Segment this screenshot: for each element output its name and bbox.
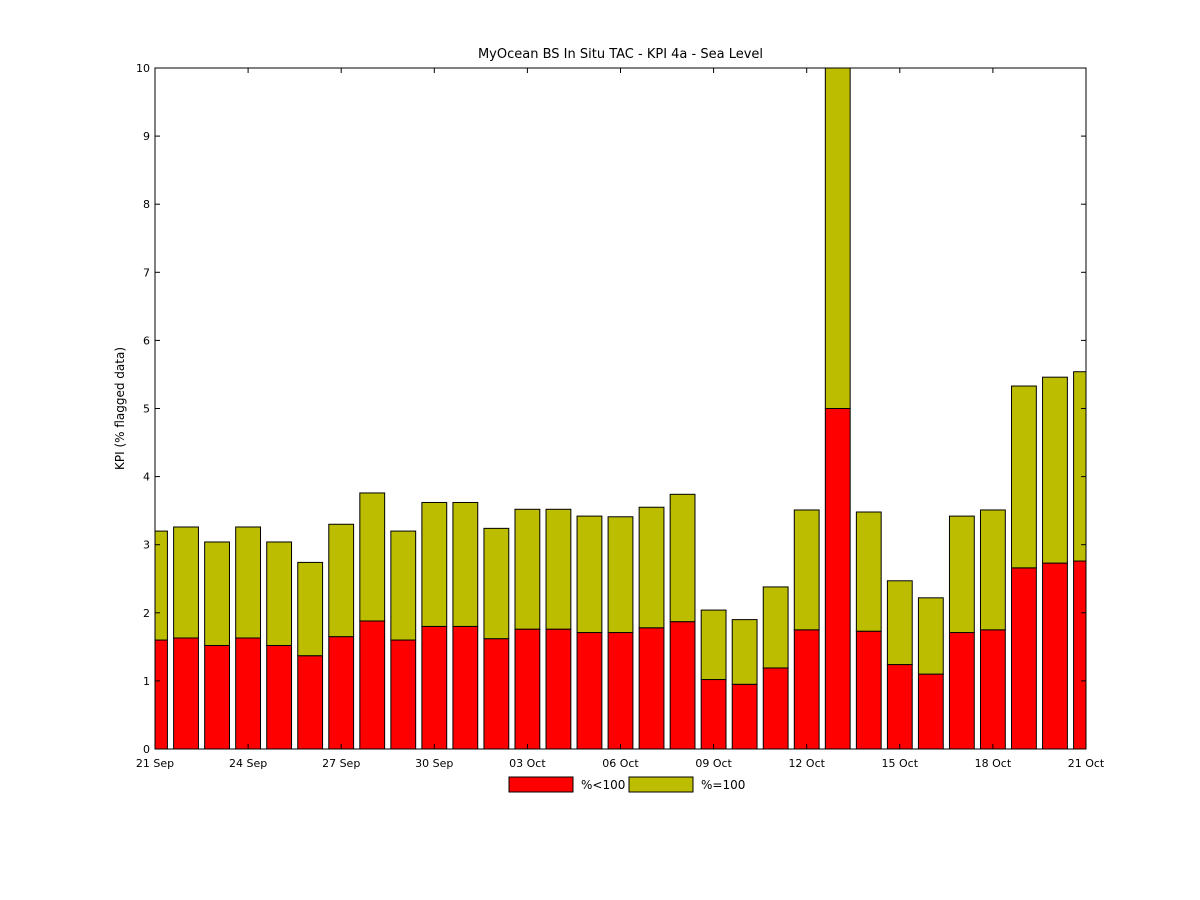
x-tick-label-9: 18 Oct	[975, 757, 1012, 770]
bar-eq100-16	[638, 506, 665, 629]
chart-title: MyOcean BS In Situ TAC - KPI 4a - Sea Le…	[478, 47, 763, 62]
x-tick-label-10: 21 Oct	[1068, 757, 1105, 770]
bar-lt100-0	[154, 639, 168, 750]
legend-swatch-0	[508, 776, 574, 793]
bar-eq100-5	[297, 561, 324, 657]
y-tick-label-2: 2	[143, 607, 150, 620]
bar-lt100-7	[359, 620, 386, 750]
bar-eq100-3	[235, 526, 262, 639]
bar-lt100-2	[204, 644, 230, 750]
bar-lt100-13	[545, 628, 572, 750]
bar-lt100-14	[576, 632, 603, 750]
bar-lt100-12	[514, 628, 541, 750]
bar-lt100-28	[1011, 567, 1037, 750]
legend-swatch-1	[628, 776, 694, 793]
bar-eq100-13	[545, 508, 572, 630]
bar-eq100-26	[948, 515, 975, 634]
bar-eq100-18	[700, 609, 727, 681]
bar-lt100-3	[235, 637, 262, 750]
bar-eq100-27	[979, 509, 1006, 631]
legend: %<100 %=100	[508, 776, 745, 793]
y-tick-label-8: 8	[143, 198, 150, 211]
bar-lt100-26	[948, 632, 975, 750]
bar-eq100-8	[390, 530, 417, 641]
y-axis: 0 1 2 3 4 5 6 7 8 9 10	[136, 62, 1086, 756]
bar-eq100-10	[452, 501, 479, 627]
bar-eq100-14	[576, 515, 603, 634]
bar-lt100-20	[762, 667, 789, 750]
bar-lt100-1	[173, 637, 199, 750]
x-tick-label-6: 09 Oct	[695, 757, 732, 770]
bar-eq100-17	[669, 493, 696, 623]
y-tick-label-10: 10	[136, 62, 150, 75]
x-axis: 21 Sep 24 Sep 27 Sep 30 Sep 03 Oct 06 Oct 09 O…	[136, 68, 1105, 770]
x-tick-label-5: 06 Oct	[602, 757, 639, 770]
bar-lt100-10	[452, 625, 479, 750]
bar-eq100-20	[762, 586, 789, 669]
bar-eq100-19	[731, 619, 758, 685]
bar-eq100-1	[173, 526, 199, 639]
x-tick-label-3: 30 Sep	[415, 757, 453, 770]
bar-eq100-29	[1042, 376, 1068, 564]
bars	[154, 67, 1087, 750]
bar-eq100-4	[266, 541, 293, 646]
bar-lt100-15	[607, 632, 634, 750]
y-tick-label-3: 3	[143, 539, 150, 552]
bar-lt100-6	[328, 636, 355, 750]
bar-eq100-25	[917, 597, 944, 675]
bar-lt100-19	[731, 683, 758, 750]
bar-lt100-22	[824, 408, 851, 750]
bar-lt100-29	[1042, 562, 1068, 750]
legend-label-0: %<100	[581, 778, 625, 792]
x-tick-label-2: 27 Sep	[322, 757, 360, 770]
x-tick-label-8: 15 Oct	[882, 757, 919, 770]
bar-lt100-11	[483, 638, 510, 750]
bar-lt100-18	[700, 679, 727, 750]
bar-eq100-23	[855, 511, 882, 632]
bar-eq100-15	[607, 516, 634, 634]
bar-eq100-9	[421, 501, 448, 627]
y-tick-label-7: 7	[143, 266, 150, 279]
bar-lt100-24	[886, 664, 913, 750]
y-tick-label-1: 1	[143, 675, 150, 688]
bar-lt100-5	[297, 655, 324, 750]
bar-lt100-16	[638, 627, 665, 750]
bar-lt100-21	[793, 629, 820, 750]
bar-lt100-23	[855, 630, 882, 750]
legend-label-1: %=100	[701, 778, 745, 792]
bar-eq100-11	[483, 527, 510, 640]
x-tick-label-1: 24 Sep	[229, 757, 267, 770]
y-tick-label-5: 5	[143, 403, 150, 416]
bar-eq100-21	[793, 509, 820, 631]
bar-eq100-7	[359, 492, 386, 622]
bar-eq100-24	[886, 580, 913, 666]
bar-eq100-12	[514, 508, 541, 630]
y-tick-label-0: 0	[143, 743, 150, 756]
bar-lt100-27	[979, 629, 1006, 750]
bar-eq100-0	[154, 530, 168, 641]
bar-lt100-25	[917, 673, 944, 750]
x-tick-label-7: 12 Oct	[788, 757, 825, 770]
bar-lt100-4	[266, 644, 293, 750]
x-tick-label-4: 03 Oct	[509, 757, 546, 770]
bar-lt100-8	[390, 639, 417, 750]
x-tick-label-0: 21 Sep	[136, 757, 174, 770]
y-tick-label-9: 9	[143, 130, 150, 143]
bar-eq100-30	[1073, 371, 1087, 562]
bar-eq100-28	[1011, 385, 1037, 569]
y-tick-label-6: 6	[143, 334, 150, 347]
bar-eq100-2	[204, 541, 230, 646]
y-axis-label: KPI (% flagged data)	[113, 347, 127, 470]
bar-lt100-9	[421, 625, 448, 750]
bar-lt100-30	[1073, 560, 1087, 750]
bar-lt100-17	[669, 621, 696, 750]
bar-eq100-6	[328, 523, 355, 638]
bar-eq100-22	[824, 67, 851, 409]
y-tick-label-4: 4	[143, 471, 150, 484]
